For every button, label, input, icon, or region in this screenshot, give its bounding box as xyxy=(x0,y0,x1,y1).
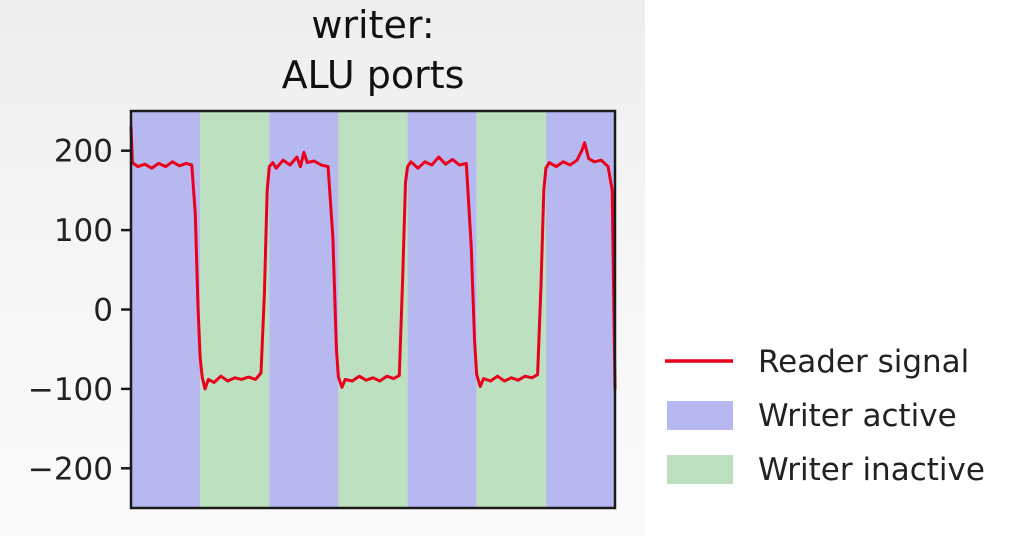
y-tick-label: 0 xyxy=(93,293,113,329)
legend-swatch-writer-inactive xyxy=(667,455,733,484)
y-tick-label: 200 xyxy=(54,134,113,170)
band-active-3 xyxy=(269,111,339,508)
series-layer xyxy=(129,125,617,391)
band-inactive-2 xyxy=(200,111,270,508)
legend: Reader signal Writer active Writer inact… xyxy=(651,333,1018,505)
legend-swatch-writer-active xyxy=(667,401,733,430)
series-line-reader-signal xyxy=(129,125,617,391)
band-active-7 xyxy=(545,111,615,508)
chart-title-line-1: writer: xyxy=(311,3,434,47)
chart-title: writer: ALU ports xyxy=(282,3,465,97)
legend-label-writer-active: Writer active xyxy=(758,398,957,434)
y-tick-label: −200 xyxy=(28,451,113,487)
background-bands xyxy=(131,111,615,508)
y-axis: 200 100 0 −100 −200 xyxy=(28,134,131,487)
band-inactive-6 xyxy=(476,111,546,508)
y-tick-label: −100 xyxy=(28,372,113,408)
band-active-1 xyxy=(131,111,201,508)
band-inactive-4 xyxy=(338,111,408,508)
legend-label-reader-signal: Reader signal xyxy=(758,344,969,380)
y-tick-label: 100 xyxy=(54,213,113,249)
legend-label-writer-inactive: Writer inactive xyxy=(758,452,985,488)
chart-title-line-2: ALU ports xyxy=(282,53,465,97)
band-active-5 xyxy=(407,111,477,508)
